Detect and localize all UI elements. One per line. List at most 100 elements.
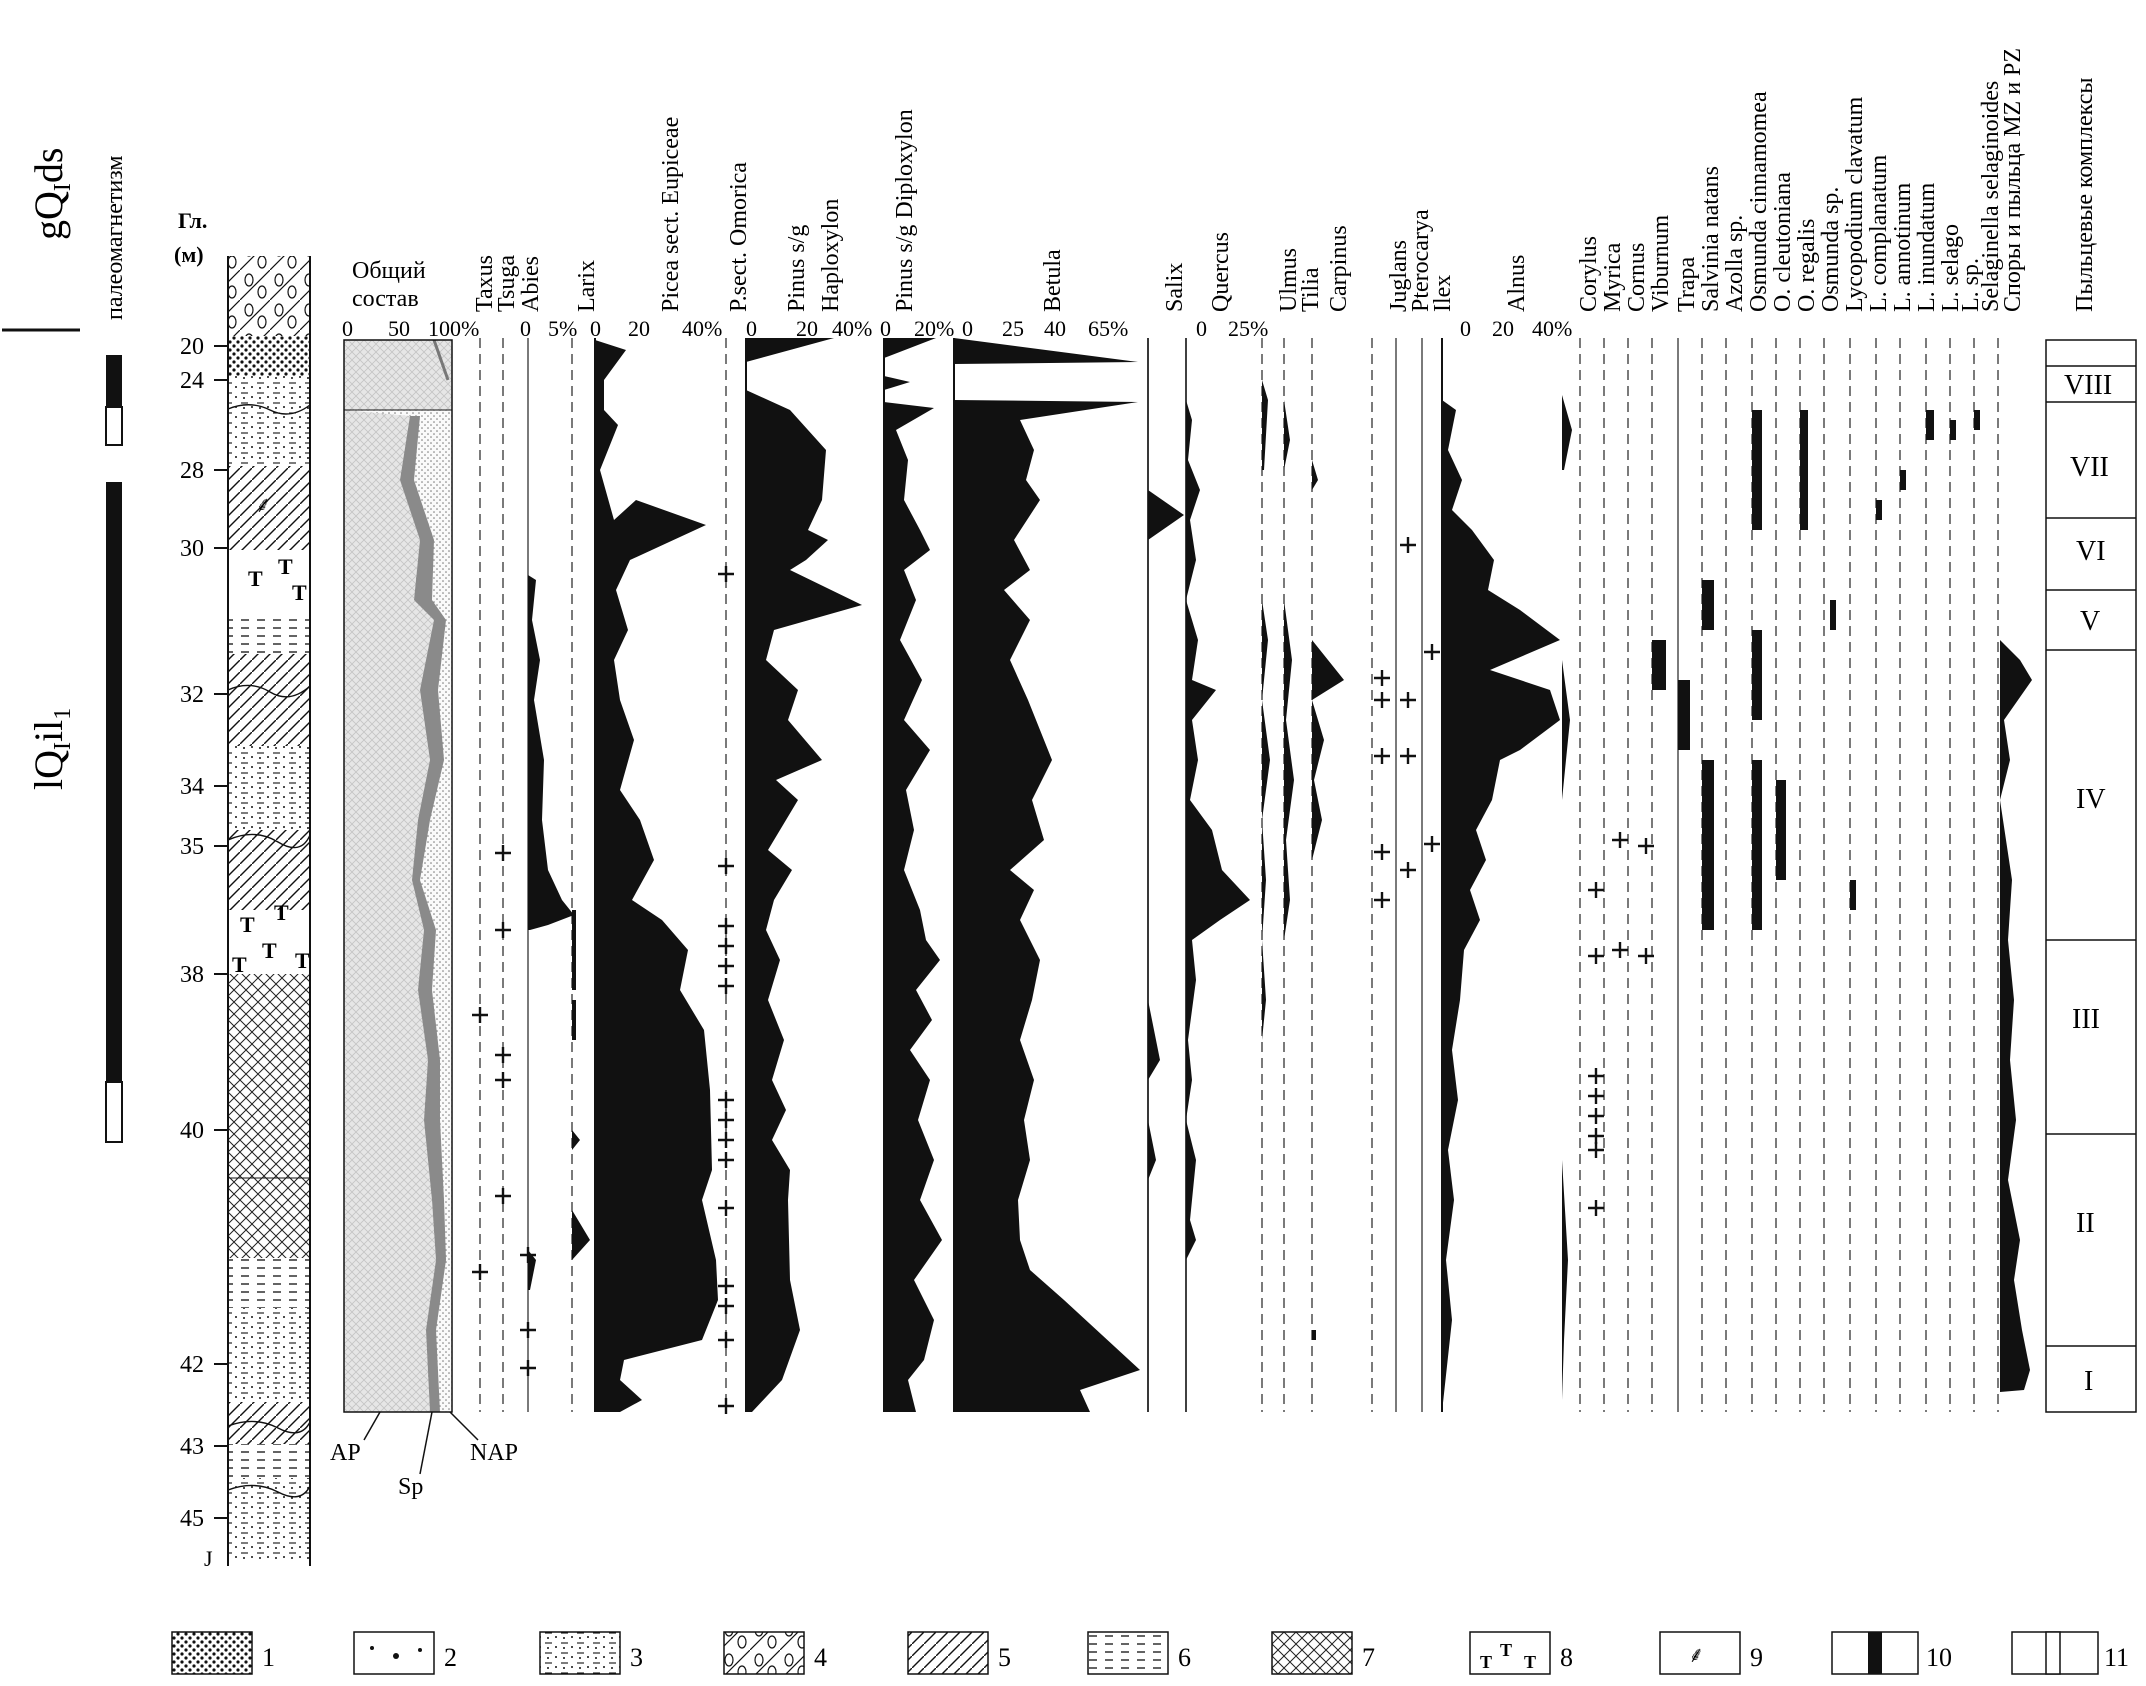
upper-unit-label: gQIds xyxy=(26,148,76,240)
tilia-curve xyxy=(1284,400,1294,940)
paleomag-reversed xyxy=(105,1081,123,1143)
svg-text:T: T xyxy=(1480,1652,1492,1672)
depth-tick-label: 30 xyxy=(180,536,204,562)
depth-tick-label: 38 xyxy=(180,962,204,988)
axis-label: 20% xyxy=(914,316,954,341)
svg-text:T: T xyxy=(248,566,263,591)
zone-label: VIII xyxy=(2064,370,2112,401)
depth-header-unit: (м) xyxy=(174,242,204,267)
pinus-diploxylon-curve xyxy=(884,338,942,1412)
alnus-curve xyxy=(1442,400,1560,1412)
axis-label: 0 xyxy=(1460,316,1471,341)
legend-number: 9 xyxy=(1750,1643,1763,1672)
taxon-name: P.sect. Omorica xyxy=(726,162,752,312)
taxon-name: O. regalis xyxy=(1794,219,1820,312)
zone-label: II xyxy=(2076,1208,2095,1239)
taxon-name: Osmunda sp. xyxy=(1818,187,1844,312)
taxon-name: Juglans xyxy=(1386,240,1412,312)
composition-panel xyxy=(343,339,479,1475)
legend-number: 4 xyxy=(814,1643,827,1672)
axis-label: 40% xyxy=(682,316,722,341)
taxon-name: Salvinia natans xyxy=(1698,166,1724,312)
taxon-name: Пыльцевые комплексы xyxy=(2072,78,2098,312)
taxon-name: Споры и пыльца MZ и PZ xyxy=(2000,48,2026,312)
taxon-name: Taxus xyxy=(472,255,498,312)
picea-curve xyxy=(595,340,718,1412)
quercus-curve xyxy=(1186,400,1250,1260)
composition-axis-label: 100% xyxy=(428,316,479,341)
svg-text:T: T xyxy=(240,912,255,937)
taxon-name: Selaginella selaginoides xyxy=(1978,81,2004,312)
taxon-name: Osmunda cinnamomea xyxy=(1746,91,1772,312)
taxon-name: Alnus xyxy=(1504,255,1530,312)
taxon-name: L. inundatum xyxy=(1914,182,1940,312)
taxon-name: Betula xyxy=(1040,249,1066,312)
depth-tick-label: 34 xyxy=(180,774,204,800)
pollen-zones xyxy=(2045,339,2137,1413)
depth-tick-label: 40 xyxy=(180,1118,204,1144)
axis-label: 20 xyxy=(628,316,650,341)
composition-axis-label: 0 xyxy=(342,316,353,341)
taxon-name: Ilex xyxy=(1430,275,1456,312)
composition-label-nap: NAP xyxy=(470,1440,518,1466)
axis-label: 0 xyxy=(880,316,891,341)
axis-label: 0 xyxy=(1196,316,1207,341)
axis-label: 0 xyxy=(962,316,973,341)
paleomag-header: палеомагнетизм xyxy=(102,155,128,320)
taxon-name: Tsuga xyxy=(494,255,520,312)
axis-label: 40% xyxy=(832,316,872,341)
zone-label: VII xyxy=(2070,452,2109,483)
legend-number: 10 xyxy=(1926,1643,1952,1672)
taxon-name: O. cleutoniana xyxy=(1770,172,1796,312)
paleomag-normal xyxy=(106,482,122,1082)
depth-tick-label: 45 xyxy=(180,1506,204,1532)
taxon-name: L. complanatum xyxy=(1866,154,1892,312)
larix-curve xyxy=(572,910,590,1260)
abies-curve xyxy=(528,1250,536,1290)
axis-label: 0 xyxy=(590,316,601,341)
zone-label: VI xyxy=(2076,536,2106,567)
depth-axis xyxy=(214,345,228,1519)
paleomag-reversed xyxy=(105,406,123,446)
depth-tick-label: 20 xyxy=(180,334,204,360)
presence-markers xyxy=(472,537,1654,1414)
legend-number: 1 xyxy=(262,1643,275,1672)
taxon-name: Azolla sp. xyxy=(1722,215,1748,312)
taxon-name: Salix xyxy=(1162,263,1188,312)
depth-tick-label: 28 xyxy=(180,458,204,484)
depth-tick-label: 43 xyxy=(180,1434,204,1460)
taxon-name: Myrica xyxy=(1600,242,1626,312)
zone-label: I xyxy=(2084,1366,2093,1397)
legend-number: 11 xyxy=(2104,1643,2129,1672)
svg-text:⸙: ⸙ xyxy=(255,492,272,517)
svg-text:T: T xyxy=(1524,1652,1536,1672)
legend-number: 2 xyxy=(444,1643,457,1672)
composition-axis-label: 50 xyxy=(388,316,410,341)
svg-text:T: T xyxy=(278,554,293,579)
composition-label-ap: AP xyxy=(330,1440,361,1466)
taxon-name: L. sp. xyxy=(1958,258,1984,312)
axis-label: 25% xyxy=(1228,316,1268,341)
taxon-name: Viburnum xyxy=(1648,214,1674,312)
taxon-name: Tilia xyxy=(1298,267,1324,312)
taxon-name: Larix xyxy=(574,260,600,312)
taxon-name: Lycopodium clavatum xyxy=(1842,96,1868,312)
legend: TTT ⸙ xyxy=(171,1631,2099,1675)
paleomag-normal xyxy=(106,355,122,407)
axis-label: 0 xyxy=(520,316,531,341)
svg-text:T: T xyxy=(262,938,277,963)
svg-text:T: T xyxy=(1500,1640,1512,1660)
zone-label: V xyxy=(2080,606,2100,637)
legend-number: 7 xyxy=(1362,1643,1375,1672)
taxon-name: Corylus xyxy=(1576,236,1602,312)
composition-title: состав xyxy=(352,286,419,312)
taxon-name: Ulmus xyxy=(1276,248,1302,312)
spores-mz-pz-curve xyxy=(2000,640,2032,1392)
depth-header: Гл. xyxy=(178,208,207,233)
taxon-headers: Taxus Tsuga Abies Larix Picea sect. Eupi… xyxy=(472,48,2098,312)
lithology-column: T TT T TTT T ⸙ xyxy=(227,256,311,1566)
svg-text:⸙: ⸙ xyxy=(1688,1642,1705,1667)
taxon-name: L. selago xyxy=(1938,224,1964,312)
minor-taxa-curves xyxy=(1652,410,1980,930)
